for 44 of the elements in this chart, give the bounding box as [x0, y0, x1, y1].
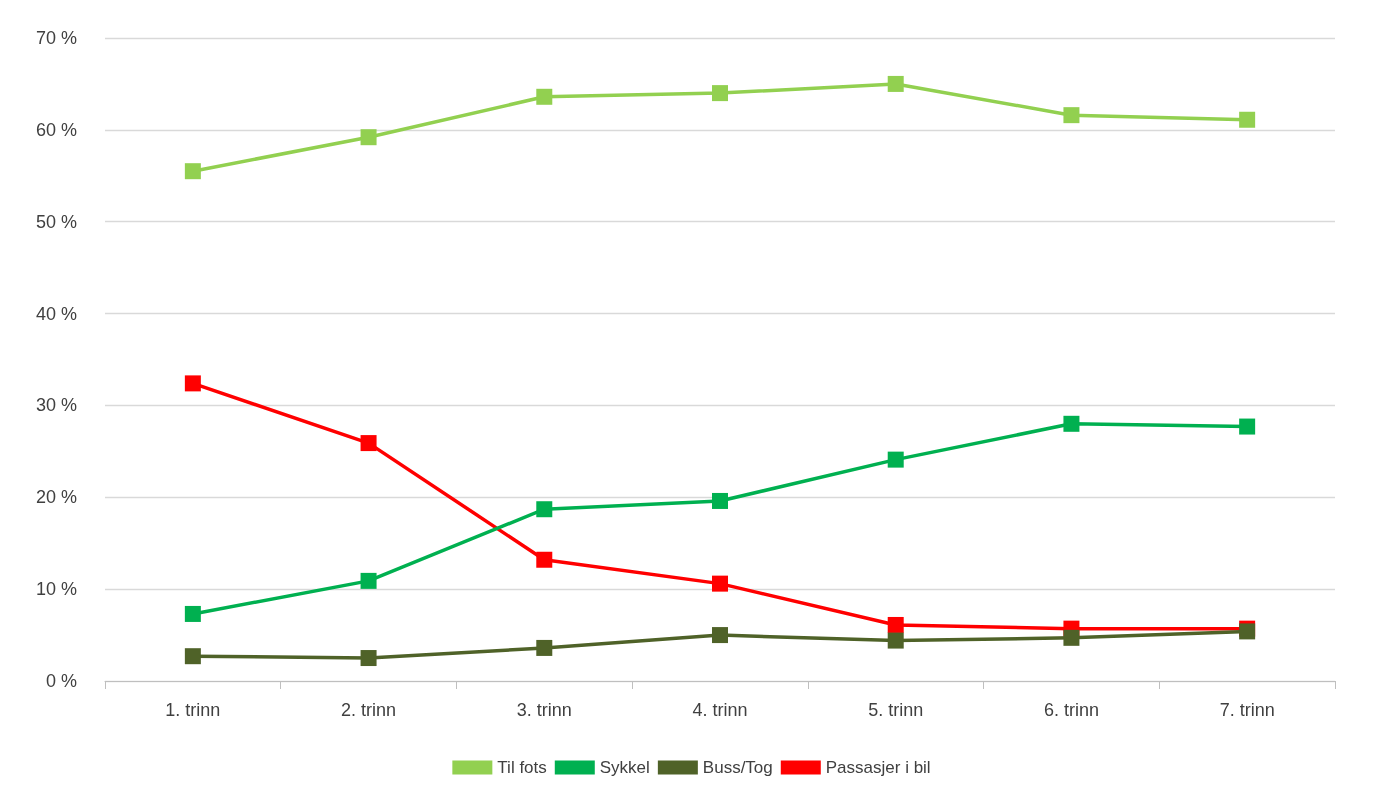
x-tick-label: 3. trinn	[516, 700, 572, 720]
point	[360, 435, 377, 452]
point	[1239, 111, 1256, 128]
point	[1063, 415, 1080, 432]
point	[712, 492, 728, 509]
y-tick-label: 40 %	[35, 303, 77, 324]
legend-label: Buss/Tog	[702, 758, 773, 777]
point	[1063, 629, 1080, 646]
x-tick-label: 1. trinn	[165, 700, 221, 720]
point	[712, 627, 728, 644]
x-tick-label: 6. trinn	[1043, 700, 1099, 720]
legend-label: Til fots	[497, 758, 547, 777]
point	[536, 501, 553, 518]
point	[360, 572, 377, 589]
point	[360, 129, 377, 146]
y-tick-label: 70 %	[35, 28, 77, 48]
point	[184, 648, 201, 665]
legend-label: Sykkel	[599, 758, 650, 777]
point	[184, 163, 201, 180]
x-tick-label: 5. trinn	[868, 700, 924, 720]
point	[184, 605, 201, 622]
point	[887, 75, 904, 92]
point	[536, 551, 553, 568]
x-tick-label: 2. trinn	[341, 700, 397, 720]
x-tick-label: 7. trinn	[1219, 700, 1275, 720]
legend-label: Passasjer i bil	[825, 758, 931, 777]
point	[1239, 418, 1256, 435]
y-tick-label: 20 %	[35, 487, 77, 508]
x-tick-label: 4. trinn	[692, 700, 748, 720]
point	[712, 85, 728, 102]
point	[536, 639, 553, 656]
point	[887, 632, 904, 649]
y-tick-label: 30 %	[35, 395, 77, 416]
y-tick-label: 50 %	[35, 211, 77, 232]
point	[536, 88, 553, 105]
point	[712, 575, 728, 592]
point	[1063, 107, 1080, 124]
point	[887, 616, 904, 633]
point	[360, 650, 377, 667]
y-tick-label: 0 %	[45, 671, 77, 691]
point	[887, 451, 904, 468]
y-tick-label: 10 %	[35, 579, 77, 600]
y-tick-label: 60 %	[35, 119, 77, 140]
point	[184, 375, 201, 392]
